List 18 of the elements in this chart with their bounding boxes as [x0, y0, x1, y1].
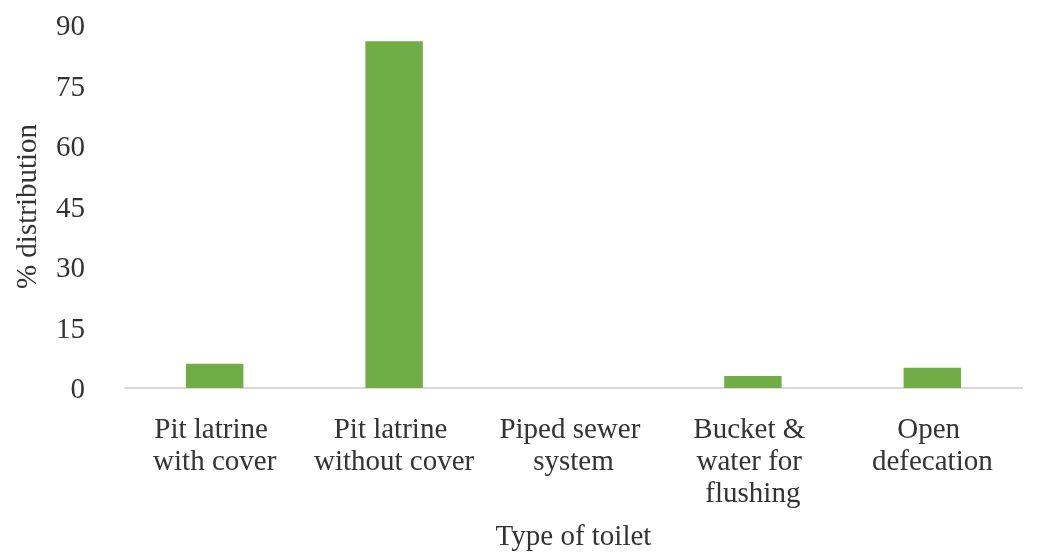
- y-tick-label: 30: [56, 251, 85, 283]
- x-tick-label: Pit latrine with cover: [153, 412, 277, 476]
- y-tick-label: 45: [56, 190, 85, 223]
- bar: [903, 367, 961, 388]
- x-tick-label: Open defecation: [871, 412, 994, 476]
- x-axis-title: Type of toilet: [495, 518, 652, 551]
- bar: [365, 41, 423, 388]
- x-tick-label: Pit latrine without cover: [313, 412, 475, 476]
- x-tick-label: Bucket & water for flushing: [693, 412, 813, 508]
- y-axis-title: % distribution: [9, 123, 42, 290]
- x-tick-label: Piped sewer system: [499, 412, 648, 476]
- y-tick-label: 15: [56, 311, 85, 344]
- y-tick-label: 90: [56, 9, 85, 41]
- bar: [724, 375, 782, 388]
- y-tick-label: 60: [56, 130, 85, 162]
- bar: [186, 363, 244, 388]
- y-tick-label: 0: [70, 372, 85, 404]
- y-tick-label: 75: [56, 69, 85, 102]
